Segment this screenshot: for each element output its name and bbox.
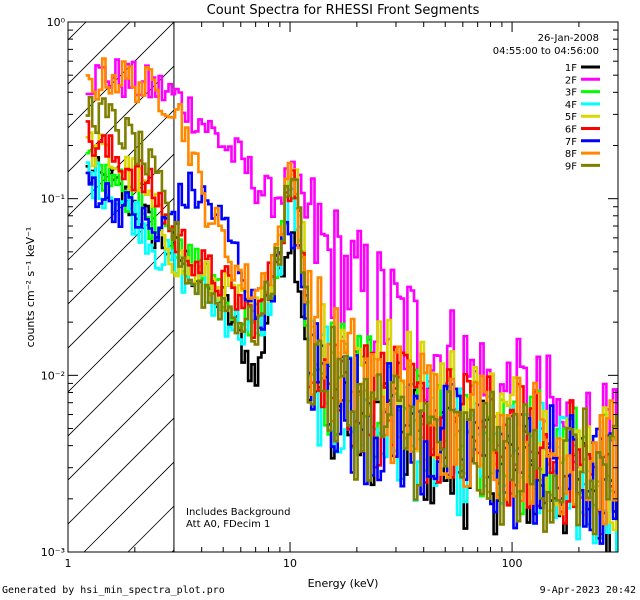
- legend-label-4F: 4F: [565, 100, 577, 111]
- legend-label-1F: 1F: [565, 63, 577, 74]
- hatch-line: [68, 153, 174, 261]
- x-tick-label: 100: [502, 557, 523, 570]
- annotation-background: Includes Background: [186, 507, 290, 518]
- legend-label-8F: 8F: [565, 149, 577, 160]
- y-tick-label: 10⁻¹: [41, 193, 65, 206]
- series-lines: [85, 57, 618, 552]
- hatch-line: [68, 373, 174, 481]
- footer-generated-by: Generated by hsi_min_spectra_plot.pro: [2, 585, 225, 596]
- hatch-line: [68, 22, 131, 85]
- y-tick-label: 10⁰: [47, 16, 66, 29]
- legend-label-7F: 7F: [565, 137, 577, 148]
- y-tick-label: 10⁻³: [41, 546, 65, 559]
- hatch-line: [68, 22, 174, 129]
- annotation-attenuator: Att A0, FDecim 1: [186, 519, 270, 530]
- y-tick-label: 10⁻²: [41, 369, 65, 382]
- legend-label-9F: 9F: [565, 161, 577, 172]
- x-tick-label: 1: [65, 557, 72, 570]
- time-range-label: 04:55:00 to 04:56:00: [493, 46, 599, 57]
- x-axis: 1 10 100: [65, 22, 619, 570]
- legend-label-5F: 5F: [565, 112, 577, 123]
- hatch-line: [68, 417, 174, 525]
- chart-title: Count Spectra for RHESSI Front Segments: [207, 3, 480, 18]
- legend-label-6F: 6F: [565, 125, 577, 136]
- y-axis-label: counts cm⁻² s⁻¹ keV⁻¹: [24, 227, 37, 348]
- plot-frame: [67, 21, 619, 553]
- legend-label-2F: 2F: [565, 75, 577, 86]
- footer-timestamp: 9-Apr-2023 20:42: [539, 585, 636, 596]
- hatch-line: [68, 197, 174, 305]
- legend-label-3F: 3F: [565, 88, 577, 99]
- y-axis: 10⁰ 10⁻¹ 10⁻² 10⁻³: [41, 16, 618, 559]
- date-label: 26-Jan-2008: [538, 33, 599, 44]
- x-axis-label: Energy (keV): [308, 577, 379, 590]
- x-tick-label: 10: [283, 557, 297, 570]
- series-9F-line: [85, 95, 618, 536]
